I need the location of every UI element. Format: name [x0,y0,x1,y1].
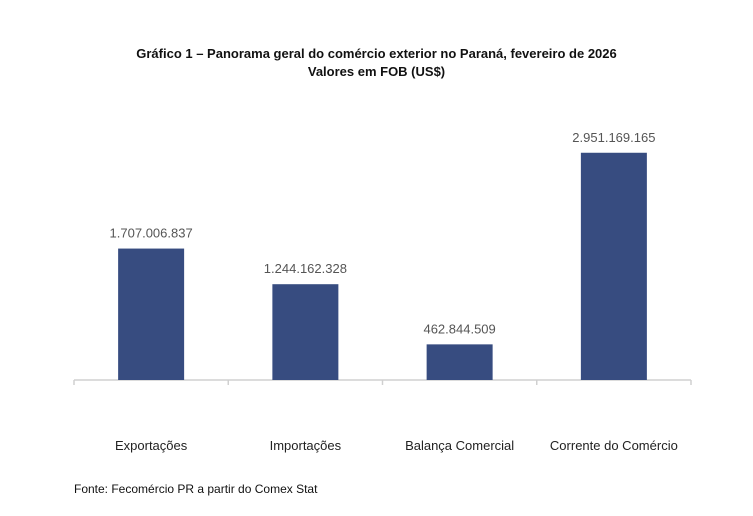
data-label-3: 2.951.169.165 [572,130,655,145]
data-label-2: 462.844.509 [423,321,495,336]
category-label-3: Corrente do Comércio [550,438,678,453]
chart-subtitle: Valores em FOB (US$) [307,64,446,79]
bar-3 [580,152,647,380]
bar-2 [426,344,493,380]
data-label-0: 1.707.006.837 [110,226,193,241]
category-label-2: Balança Comercial [405,438,514,453]
data-label-1: 1.244.162.328 [264,261,347,276]
category-label-1: Importações [270,438,342,453]
chart-title: Gráfico 1 – Panorama geral do comércio e… [136,46,617,61]
bar-0 [118,248,185,380]
source-note: Fonte: Fecomércio PR a partir do Comex S… [74,482,318,496]
bar-1 [272,284,339,380]
category-label-0: Exportações [115,438,188,453]
